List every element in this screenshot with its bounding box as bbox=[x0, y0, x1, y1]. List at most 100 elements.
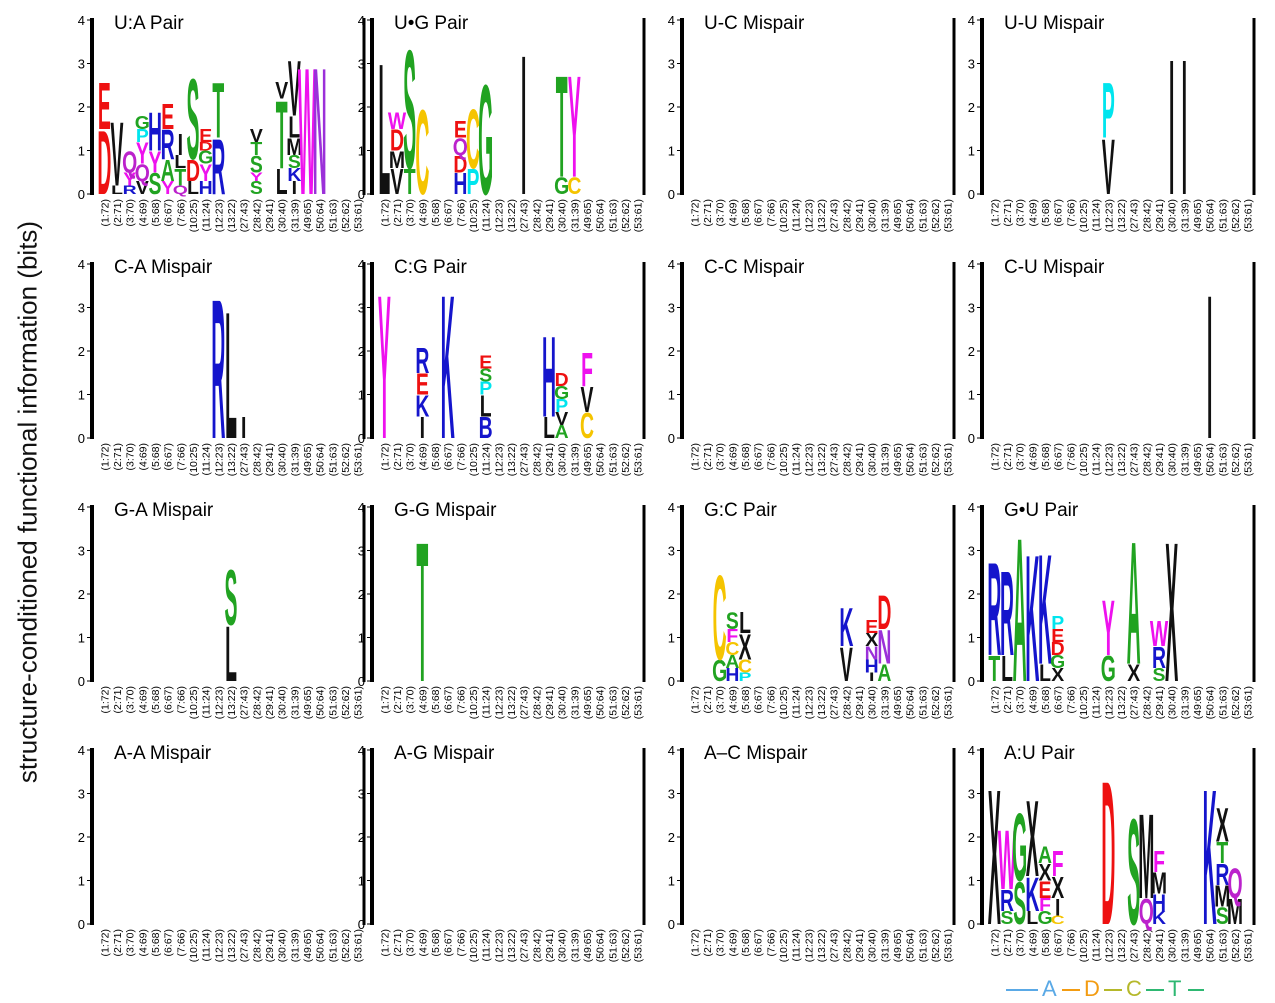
x-tick-label: (52:62) bbox=[1230, 443, 1242, 476]
x-tick-label: (29:41) bbox=[854, 686, 866, 719]
logo-letter: E bbox=[1051, 625, 1064, 645]
logo-letter: Y bbox=[149, 146, 162, 179]
x-tick-label: (1:72) bbox=[989, 929, 1001, 956]
logo-letter: R bbox=[1215, 859, 1229, 892]
x-tick-label: (11:24) bbox=[201, 199, 213, 232]
logo-panel: 0 1 2 3 4 G:C Pair (1:72) (2:71) (3:70) (4:69) (5:… bbox=[668, 500, 956, 719]
x-tick-label: (28:42) bbox=[1141, 686, 1153, 719]
x-tick-label: (4:69) bbox=[727, 686, 739, 713]
x-tick-label: (49:65) bbox=[582, 686, 594, 719]
logo-letter: G bbox=[554, 172, 569, 200]
x-tick-label: (13:22) bbox=[1116, 686, 1128, 719]
x-tick-label: (2:71) bbox=[1002, 686, 1014, 713]
logo-letter: K bbox=[415, 390, 430, 423]
x-tick-label: (31:39) bbox=[289, 686, 301, 719]
x-tick-label: (10:25) bbox=[1078, 443, 1090, 476]
logo-letter: R bbox=[123, 184, 137, 197]
x-tick-label: (28:42) bbox=[531, 686, 543, 719]
legend-label: A bbox=[1042, 976, 1057, 1001]
x-tick-label: (31:39) bbox=[569, 929, 581, 962]
logo-letter: V bbox=[391, 163, 404, 203]
logo-letter: I bbox=[1182, 21, 1187, 236]
x-tick-label: (5:68) bbox=[740, 929, 752, 956]
logo-letter: K bbox=[441, 252, 455, 481]
x-tick-label: (3:70) bbox=[405, 443, 417, 470]
x-tick-label: (4:69) bbox=[137, 199, 149, 226]
x-tick-label: (49:65) bbox=[302, 443, 314, 476]
x-tick-label: (53:61) bbox=[1243, 199, 1255, 232]
logo-letter: N bbox=[313, 31, 327, 233]
logo-letter: R bbox=[987, 536, 1001, 684]
x-tick-label: (49:65) bbox=[1192, 443, 1204, 476]
logo-letter: G bbox=[1101, 650, 1116, 690]
x-tick-label: (10:25) bbox=[188, 199, 200, 232]
x-tick-label: (4:69) bbox=[417, 929, 429, 956]
x-tick-label: (3:70) bbox=[405, 199, 417, 226]
x-tick-label: (3:70) bbox=[125, 686, 137, 713]
x-tick-label: (3:70) bbox=[715, 929, 727, 956]
x-tick-label: (53:61) bbox=[633, 929, 645, 962]
logo-letter: X bbox=[1026, 777, 1039, 900]
x-tick-label: (12:23) bbox=[213, 443, 225, 476]
x-tick-label: (30:40) bbox=[557, 443, 569, 476]
y-tick-label: 1 bbox=[668, 388, 675, 403]
logo-letter: S bbox=[250, 178, 263, 198]
logo-letter: D bbox=[555, 369, 569, 389]
x-tick-label: (28:42) bbox=[841, 199, 853, 232]
logo-letter: N bbox=[865, 643, 879, 663]
logo-letter: L bbox=[111, 184, 123, 197]
logo-letter: L bbox=[1001, 650, 1013, 690]
x-tick-label: (1:72) bbox=[379, 443, 391, 470]
logo-letter: K bbox=[1025, 868, 1039, 922]
logo-letter: K bbox=[1038, 522, 1052, 697]
x-tick-label: (50:64) bbox=[595, 929, 607, 962]
x-tick-label: (28:42) bbox=[251, 443, 263, 476]
logo-letter: C bbox=[725, 638, 739, 658]
x-tick-label: (5:68) bbox=[150, 686, 162, 713]
x-tick-label: (10:25) bbox=[778, 199, 790, 232]
logo-letter: G bbox=[478, 52, 493, 227]
x-tick-label: (12:23) bbox=[213, 686, 225, 719]
x-tick-label: (28:42) bbox=[1141, 443, 1153, 476]
x-tick-label: (13:22) bbox=[1116, 443, 1128, 476]
x-tick-label: (31:39) bbox=[879, 686, 891, 719]
logo-letter: E bbox=[98, 70, 111, 143]
panel-title: U-C Mispair bbox=[704, 13, 805, 34]
logo-letter: C bbox=[580, 407, 594, 447]
logo-letter: Y bbox=[1102, 585, 1115, 673]
logo-letter: V bbox=[275, 76, 288, 104]
logo-letter: K bbox=[1152, 908, 1166, 928]
y-tick-label: 3 bbox=[668, 544, 675, 559]
x-tick-label: (11:24) bbox=[1091, 686, 1103, 719]
x-tick-label: (7:66) bbox=[175, 686, 187, 713]
y-tick-label: 4 bbox=[78, 500, 85, 515]
logo-letter: Q bbox=[122, 146, 137, 179]
y-tick-label: 0 bbox=[78, 431, 85, 446]
logo-letter: X bbox=[1127, 659, 1140, 687]
logo-letter: L bbox=[1026, 908, 1038, 928]
logo-letter: N bbox=[877, 620, 891, 674]
logo-letter: L bbox=[187, 178, 199, 198]
x-tick-label: (51:63) bbox=[327, 443, 339, 476]
x-tick-label: (50:64) bbox=[315, 929, 327, 962]
legend-line bbox=[1146, 989, 1164, 991]
x-tick-label: (7:66) bbox=[175, 929, 187, 956]
y-tick-label: 2 bbox=[968, 100, 975, 115]
x-tick-label: (29:41) bbox=[854, 929, 866, 962]
x-tick-label: (31:39) bbox=[1179, 443, 1191, 476]
logo-letter: A bbox=[725, 652, 739, 672]
y-tick-label: 0 bbox=[78, 674, 85, 689]
x-tick-label: (49:65) bbox=[1192, 929, 1204, 962]
x-tick-label: (30:40) bbox=[277, 929, 289, 962]
x-tick-label: (29:41) bbox=[264, 443, 276, 476]
x-tick-label: (2:71) bbox=[702, 929, 714, 956]
logo-letter: M bbox=[1214, 880, 1230, 913]
logo-letter: T bbox=[416, 502, 428, 724]
logo-letter: I bbox=[420, 412, 425, 445]
x-tick-label: (1:72) bbox=[989, 199, 1001, 226]
x-tick-label: (5:68) bbox=[430, 443, 442, 470]
logo-letter: Y bbox=[568, 45, 581, 208]
y-tick-label: 1 bbox=[78, 144, 85, 159]
y-tick-label: 0 bbox=[358, 187, 365, 202]
x-tick-label: (27:43) bbox=[1129, 929, 1141, 962]
